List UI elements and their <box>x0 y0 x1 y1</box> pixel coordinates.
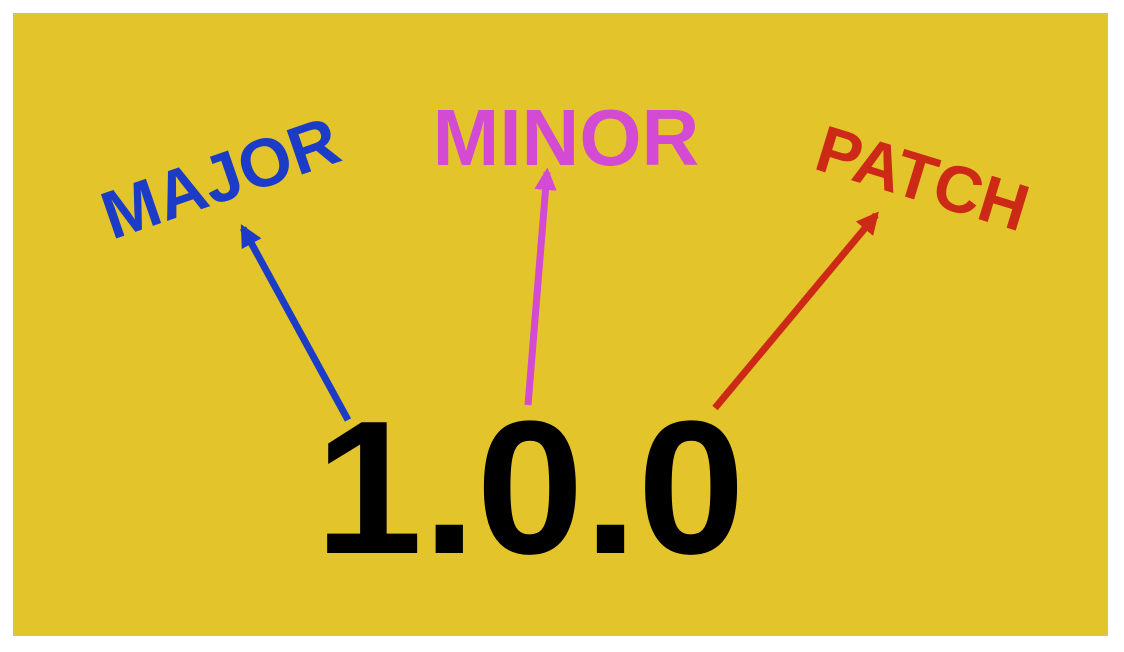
background-panel <box>13 13 1108 636</box>
patch-arrow <box>712 211 879 411</box>
minor-label: MINOR <box>433 93 700 182</box>
major-arrow <box>239 224 352 422</box>
version-number: 1.0.0 <box>315 382 745 594</box>
minor-arrow <box>524 167 557 406</box>
background-fill <box>14 14 1107 635</box>
